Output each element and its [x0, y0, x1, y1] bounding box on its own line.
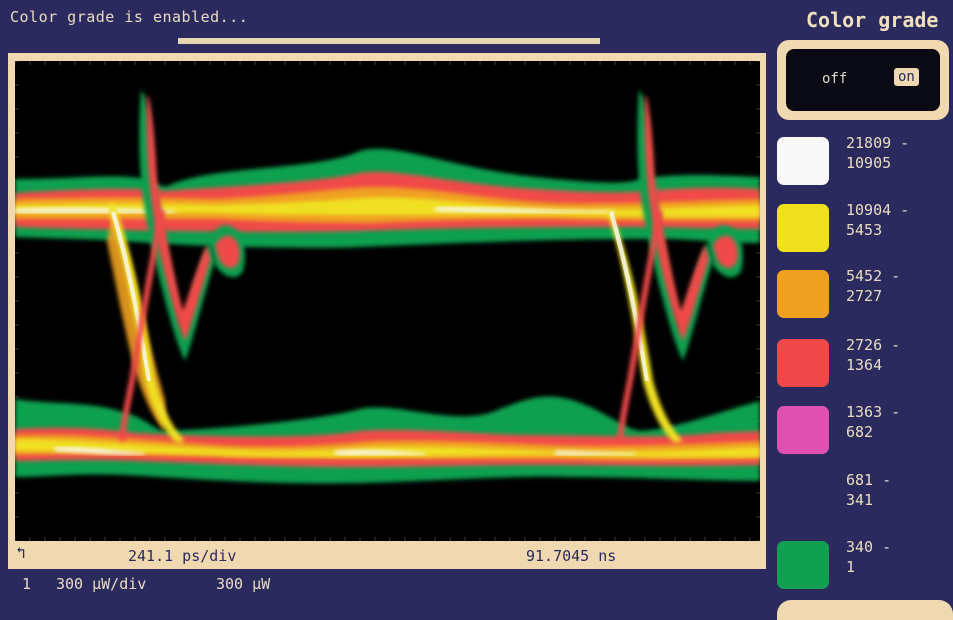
- ground-arrow-icon: ↰: [16, 543, 26, 562]
- legend-swatch: [777, 339, 829, 387]
- top-rail: [15, 148, 760, 248]
- eye-diagram-display[interactable]: [15, 61, 760, 541]
- legend-label: 340 - 1: [846, 538, 892, 576]
- panel-bottom-tab[interactable]: [777, 600, 953, 620]
- channel-number: 1: [22, 575, 32, 593]
- legend-label: 21809 - 10905: [846, 134, 910, 172]
- toggle-on-option[interactable]: on: [894, 68, 919, 86]
- legend-swatch: [777, 270, 829, 318]
- progress-fill: [178, 38, 600, 44]
- delay-readout: 91.7045 ns: [526, 547, 617, 565]
- legend-label: 1363 - 682: [846, 403, 901, 441]
- transition-right: [607, 91, 743, 443]
- panel-title: Color grade: [806, 8, 939, 32]
- toggle-inner: off on: [786, 49, 940, 111]
- legend-label: 5452 - 2727: [846, 267, 901, 305]
- channel-info-row: 1 300 µW/div 300 µW: [8, 575, 766, 597]
- legend-swatch: [777, 474, 829, 522]
- channel-offset: 300 µW: [216, 575, 271, 593]
- timebase-readout: 241.1 ps/div: [128, 547, 237, 565]
- legend-label: 10904 - 5453: [846, 201, 910, 239]
- eye-diagram: [15, 61, 760, 541]
- timebase-bar: ↰ 241.1 ps/div 91.7045 ns: [8, 541, 766, 569]
- legend-swatch: [777, 406, 829, 454]
- status-message: Color grade is enabled...: [10, 8, 249, 26]
- progress-bar: [178, 38, 600, 44]
- legend-swatch: [777, 204, 829, 252]
- legend-label: 681 - 341: [846, 471, 892, 509]
- bottom-rail: [15, 396, 760, 484]
- legend-label: 2726 - 1364: [846, 336, 901, 374]
- toggle-off-option[interactable]: off: [822, 71, 848, 87]
- legend-swatch: [777, 541, 829, 589]
- color-grade-toggle[interactable]: off on: [777, 40, 949, 120]
- graticule: [15, 61, 760, 541]
- channel-scale: 300 µW/div: [56, 575, 147, 593]
- transition-left: [107, 91, 245, 443]
- legend-swatch: [777, 137, 829, 185]
